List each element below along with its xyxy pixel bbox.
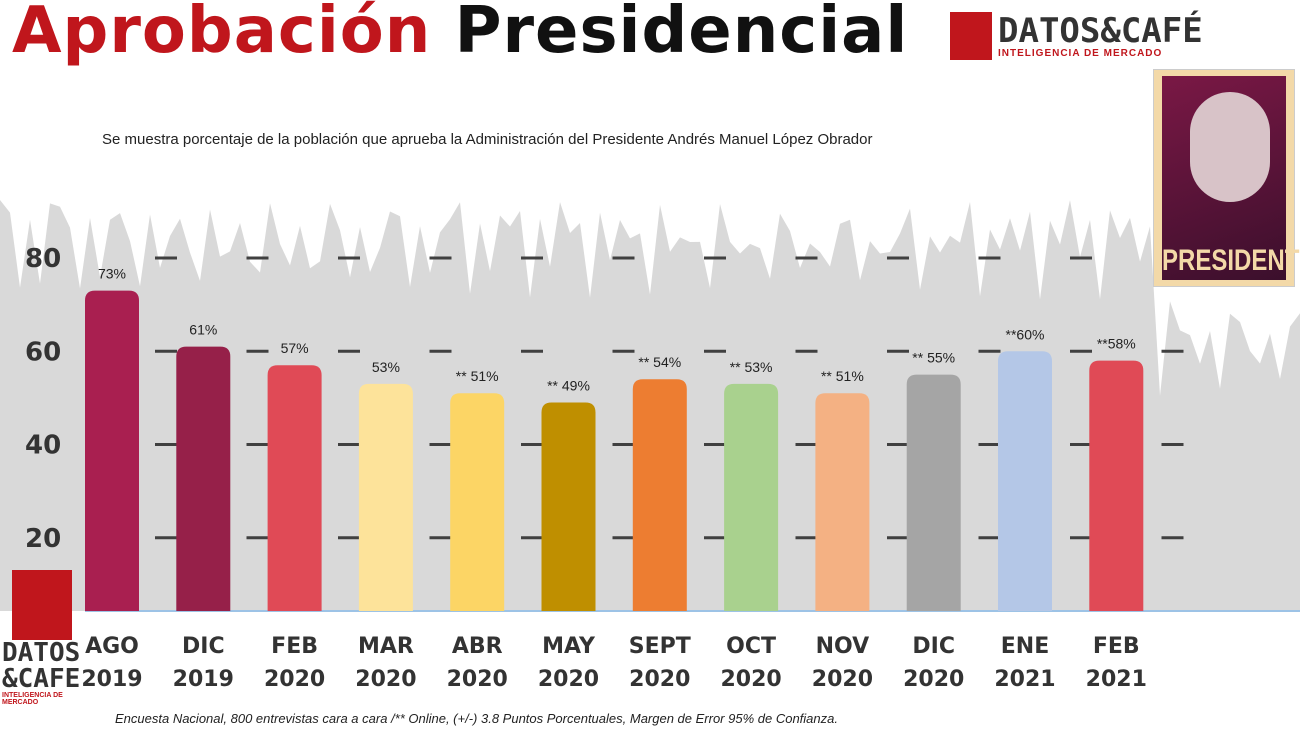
y-tick-label: 60	[25, 337, 61, 367]
brand-tagline: INTELIGENCIA DE MERCADO	[2, 692, 63, 706]
y-tick-label: 20	[25, 524, 61, 554]
x-tick-label: DIC	[182, 634, 225, 659]
portrait-image	[1190, 92, 1270, 202]
bar-4	[450, 393, 505, 611]
x-tick-label: 2020	[447, 667, 508, 692]
data-label: ** 54%	[638, 354, 681, 370]
chart-subtitle: Se muestra porcentaje de la población qu…	[102, 131, 873, 148]
x-tick-label: MAY	[542, 634, 596, 659]
data-label: **60%	[1006, 326, 1045, 342]
x-tick-label: 2020	[720, 667, 781, 692]
bar-6	[632, 379, 687, 611]
data-label: ** 53%	[730, 359, 773, 375]
x-tick-label: AGO	[85, 634, 139, 659]
x-tick-label: ENE	[1001, 634, 1049, 659]
brand-logo-bottom: DATOS &CAFE INTELIGENCIA DE MERCADO	[2, 570, 82, 706]
x-tick-label: NOV	[816, 634, 870, 659]
coffee-cup-icon	[950, 12, 992, 60]
page-title: Aprobación Presidencial	[12, 0, 909, 68]
x-tick-label: ABR	[452, 634, 503, 659]
data-label: 73%	[98, 266, 126, 282]
x-tick-label: 2021	[994, 667, 1055, 692]
x-tick-label: 2021	[1086, 667, 1147, 692]
x-tick-label: MAR	[358, 634, 414, 659]
x-tick-label: OCT	[726, 634, 776, 659]
x-tick-label: 2020	[355, 667, 416, 692]
brand-logo: DATOS&CAFÉ INTELIGENCIA DE MERCADO	[950, 12, 1203, 60]
x-tick-label: 2020	[903, 667, 964, 692]
bar-2	[267, 365, 322, 611]
x-tick-label: 2020	[812, 667, 873, 692]
bar-11	[1089, 360, 1144, 611]
bar-0	[85, 290, 139, 611]
bar-10	[998, 351, 1052, 611]
bar-1	[176, 346, 231, 611]
brand-name-line1: DATOS	[2, 638, 81, 668]
y-tick-label: 40	[25, 431, 61, 461]
data-label: 53%	[372, 359, 400, 375]
data-label: ** 55%	[912, 350, 955, 366]
bar-7	[724, 383, 779, 611]
x-tick-label: 2020	[264, 667, 325, 692]
x-tick-label: DIC	[912, 634, 955, 659]
bar-5	[541, 402, 596, 611]
photo-caption: PRESIDENTE	[1162, 244, 1300, 277]
x-tick-label: 2020	[629, 667, 690, 692]
president-photo: PRESIDENTE	[1153, 69, 1300, 287]
x-tick-label: SEPT	[629, 634, 691, 659]
brand-name: DATOS&CAFÉ	[998, 10, 1203, 51]
footer-note: Encuesta Nacional, 800 entrevistas cara …	[115, 711, 838, 726]
brand-name-line2: &CAFE	[2, 664, 81, 694]
x-tick-label: FEB	[271, 634, 318, 659]
data-label: ** 51%	[821, 368, 864, 384]
x-tick-label: FEB	[1093, 634, 1140, 659]
brand-tagline: INTELIGENCIA DE MERCADO	[998, 47, 1163, 59]
coffee-cup-icon	[12, 570, 72, 640]
x-tick-label: 2019	[81, 667, 142, 692]
bar-8	[815, 393, 870, 611]
bar-3	[358, 383, 413, 611]
bar-9	[906, 374, 961, 611]
x-tick-label: 2020	[538, 667, 599, 692]
x-tick-label: 2019	[173, 667, 234, 692]
data-label: 61%	[189, 322, 217, 338]
data-label: 57%	[281, 340, 309, 356]
y-tick-label: 80	[25, 244, 61, 274]
data-label: ** 49%	[547, 378, 590, 394]
data-label: ** 51%	[456, 368, 499, 384]
data-label: **58%	[1097, 336, 1136, 352]
